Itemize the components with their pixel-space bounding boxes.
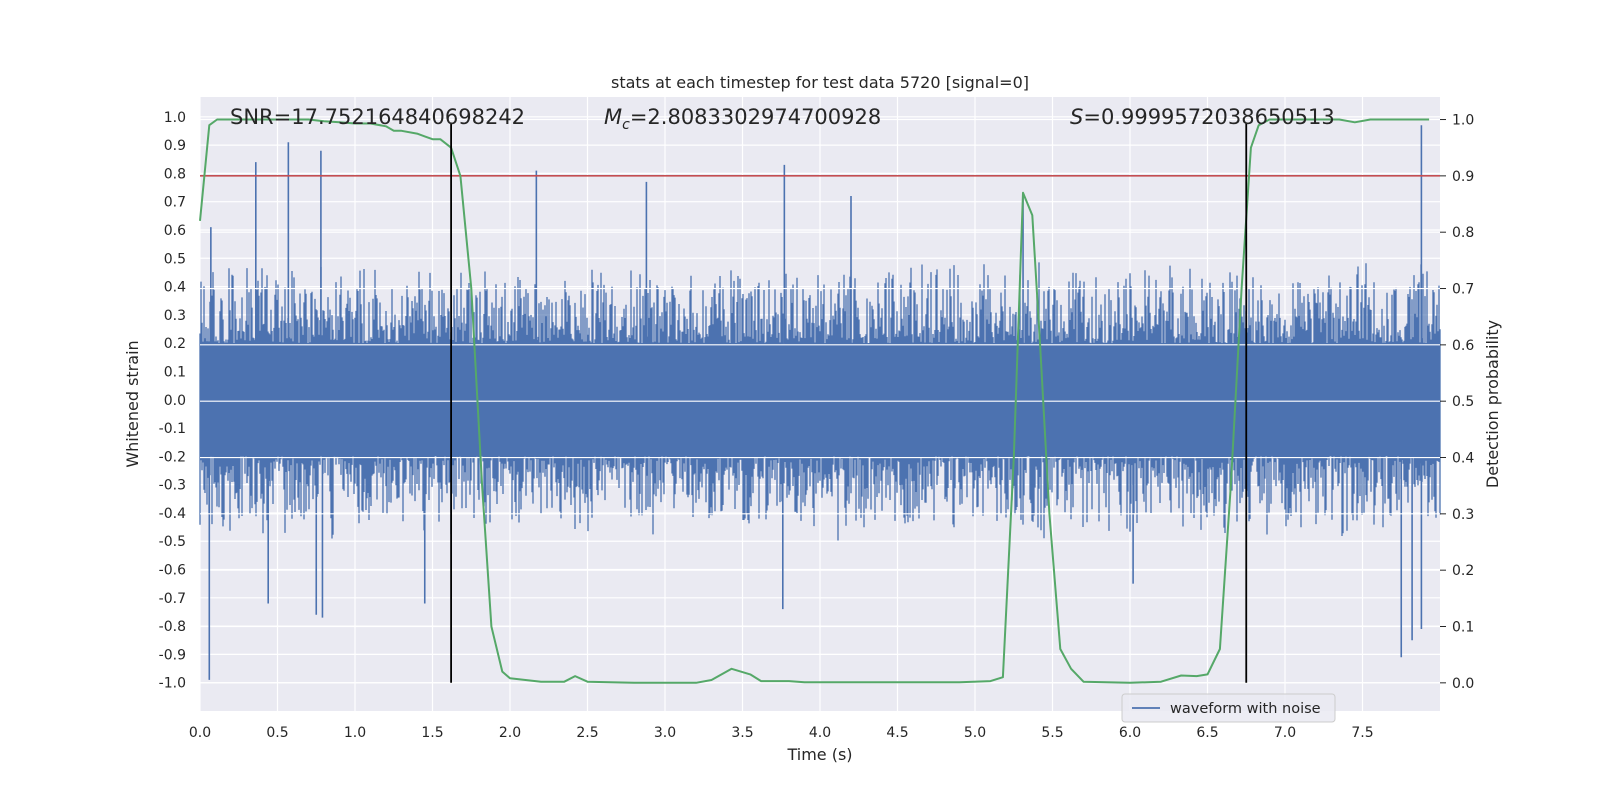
right-y-tick-label: 0.3 <box>1452 507 1474 523</box>
x-tick-label: 7.5 <box>1351 725 1373 741</box>
left-y-tick-label: -0.3 <box>159 478 186 494</box>
left-y-tick-label: 0.8 <box>164 166 186 182</box>
x-tick-label: 2.5 <box>576 725 598 741</box>
s-annotation: S=0.9999572038650513 <box>1070 105 1335 129</box>
x-tick-label: 1.0 <box>344 725 366 741</box>
left-y-tick-label: -0.2 <box>159 449 186 465</box>
left-y-tick-label: -1.0 <box>159 676 186 692</box>
left-y-tick-label: 0.4 <box>164 280 186 296</box>
x-tick-label: 7.0 <box>1274 725 1296 741</box>
chirp-mass-annotation: Mc=2.8083302974700928 <box>604 105 881 133</box>
x-tick-label: 0.0 <box>189 725 211 741</box>
left-y-tick-label: 0.7 <box>164 195 186 211</box>
chirp-mass-symbol: M <box>604 105 622 129</box>
right-y-tick-label: 0.2 <box>1452 563 1474 579</box>
left-y-tick-label: 0.1 <box>164 364 186 380</box>
chirp-mass-subscript: c <box>622 117 630 133</box>
left-y-tick-label: -0.4 <box>159 506 186 522</box>
x-tick-label: 5.5 <box>1041 725 1063 741</box>
legend-box <box>1121 693 1336 723</box>
waveform-core-band <box>200 343 1440 457</box>
left-y-tick-label: -0.1 <box>159 421 186 437</box>
x-tick-label: 0.5 <box>266 725 288 741</box>
s-value: =0.9999572038650513 <box>1083 105 1334 129</box>
x-tick-label: 4.0 <box>809 725 831 741</box>
x-tick-label: 3.0 <box>654 725 676 741</box>
left-y-tick-label: 0.3 <box>164 308 186 324</box>
chart-title: stats at each timestep for test data 572… <box>611 73 1029 92</box>
x-tick-label: 2.0 <box>499 725 521 741</box>
left-y-tick-label: -0.7 <box>159 591 186 607</box>
marker-lines <box>450 122 1248 683</box>
right-y-tick-label: 0.8 <box>1452 225 1474 241</box>
x-tick-label: 5.0 <box>964 725 986 741</box>
probability-line <box>199 118 1430 684</box>
legend: waveform with noise <box>1121 693 1336 723</box>
left-y-tick-label: 0.9 <box>164 138 186 154</box>
right-y-tick-label: 0.5 <box>1452 394 1474 410</box>
left-y-tick-label: -0.6 <box>159 563 186 579</box>
left-y-tick-label: -0.5 <box>159 534 186 550</box>
x-axis-label: Time (s) <box>786 745 852 764</box>
snr-annotation: SNR=17.752164840698242 <box>230 105 525 129</box>
left-axis-label: Whitened strain <box>123 340 142 467</box>
x-tick-label: 1.5 <box>421 725 443 741</box>
legend-label: waveform with noise <box>1170 701 1321 717</box>
s-symbol: S <box>1070 105 1083 129</box>
left-y-tick-label: 0.0 <box>164 393 186 409</box>
right-y-tick-label: 0.1 <box>1452 620 1474 636</box>
chirp-mass-value: =2.8083302974700928 <box>630 105 881 129</box>
left-axis-ticks: 1.0 0.9 0.8 0.7 0.6 0.5 0.4 0.3 0.2 0.1 0.0 -0.1 -0.… <box>159 110 186 692</box>
x-tick-label: 4.5 <box>886 725 908 741</box>
x-tick-label: 6.0 <box>1119 725 1141 741</box>
right-y-tick-label: 0.4 <box>1452 451 1474 467</box>
right-axis-ticks: 1.0 0.9 0.8 0.7 0.6 0.5 0.4 0.3 0.2 0.1 0.0 <box>1440 113 1474 692</box>
left-y-tick-label: -0.9 <box>159 647 186 663</box>
x-axis-ticks: 0.0 0.5 1.0 1.5 2.0 2.5 3.0 3.5 4.0 4.5 5.0 5.5 6.0 6… <box>189 725 1374 741</box>
left-y-tick-label: 1.0 <box>164 110 186 126</box>
left-y-tick-label: 0.6 <box>164 223 186 239</box>
right-y-tick-label: 0.9 <box>1452 169 1474 185</box>
right-y-tick-label: 0.0 <box>1452 676 1474 692</box>
right-y-tick-label: 0.7 <box>1452 282 1474 298</box>
x-tick-label: 3.5 <box>731 725 753 741</box>
probability-series <box>199 118 1430 684</box>
x-tick-label: 6.5 <box>1196 725 1218 741</box>
right-y-tick-label: 1.0 <box>1452 113 1474 129</box>
left-y-tick-label: 0.5 <box>164 251 186 267</box>
left-y-tick-label: 0.2 <box>164 336 186 352</box>
right-y-tick-label: 0.6 <box>1452 338 1474 354</box>
left-y-tick-label: -0.8 <box>159 619 186 635</box>
right-axis-label: Detection probability <box>1483 320 1502 488</box>
